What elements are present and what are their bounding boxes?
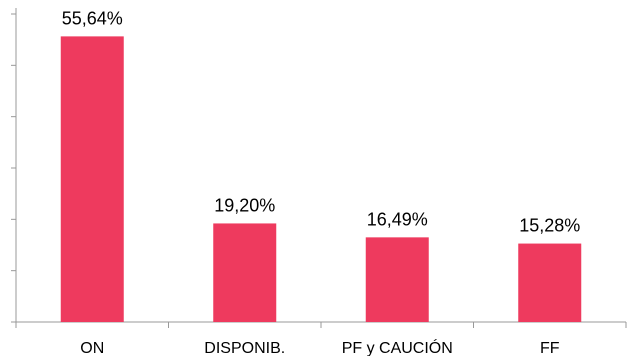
chart-data-labels: 55,64% 19,20% 16,49% 15,28% <box>62 8 581 235</box>
category-label: DISPONIB. <box>204 340 285 356</box>
data-label: 19,20% <box>214 195 275 215</box>
chart-category-labels: ON DISPONIB. PF y CAUCIÓN FF <box>80 338 560 356</box>
category-label: PF y CAUCIÓN <box>342 338 453 356</box>
category-label: FF <box>540 340 560 356</box>
chart-bars <box>60 36 582 322</box>
bar-3 <box>518 243 582 322</box>
data-label: 15,28% <box>519 216 580 236</box>
data-label: 55,64% <box>62 8 123 28</box>
category-label: ON <box>80 340 104 356</box>
data-label: 16,49% <box>367 209 428 229</box>
bar-2 <box>365 237 429 322</box>
bar-0 <box>60 36 124 322</box>
bar-1 <box>213 223 277 322</box>
